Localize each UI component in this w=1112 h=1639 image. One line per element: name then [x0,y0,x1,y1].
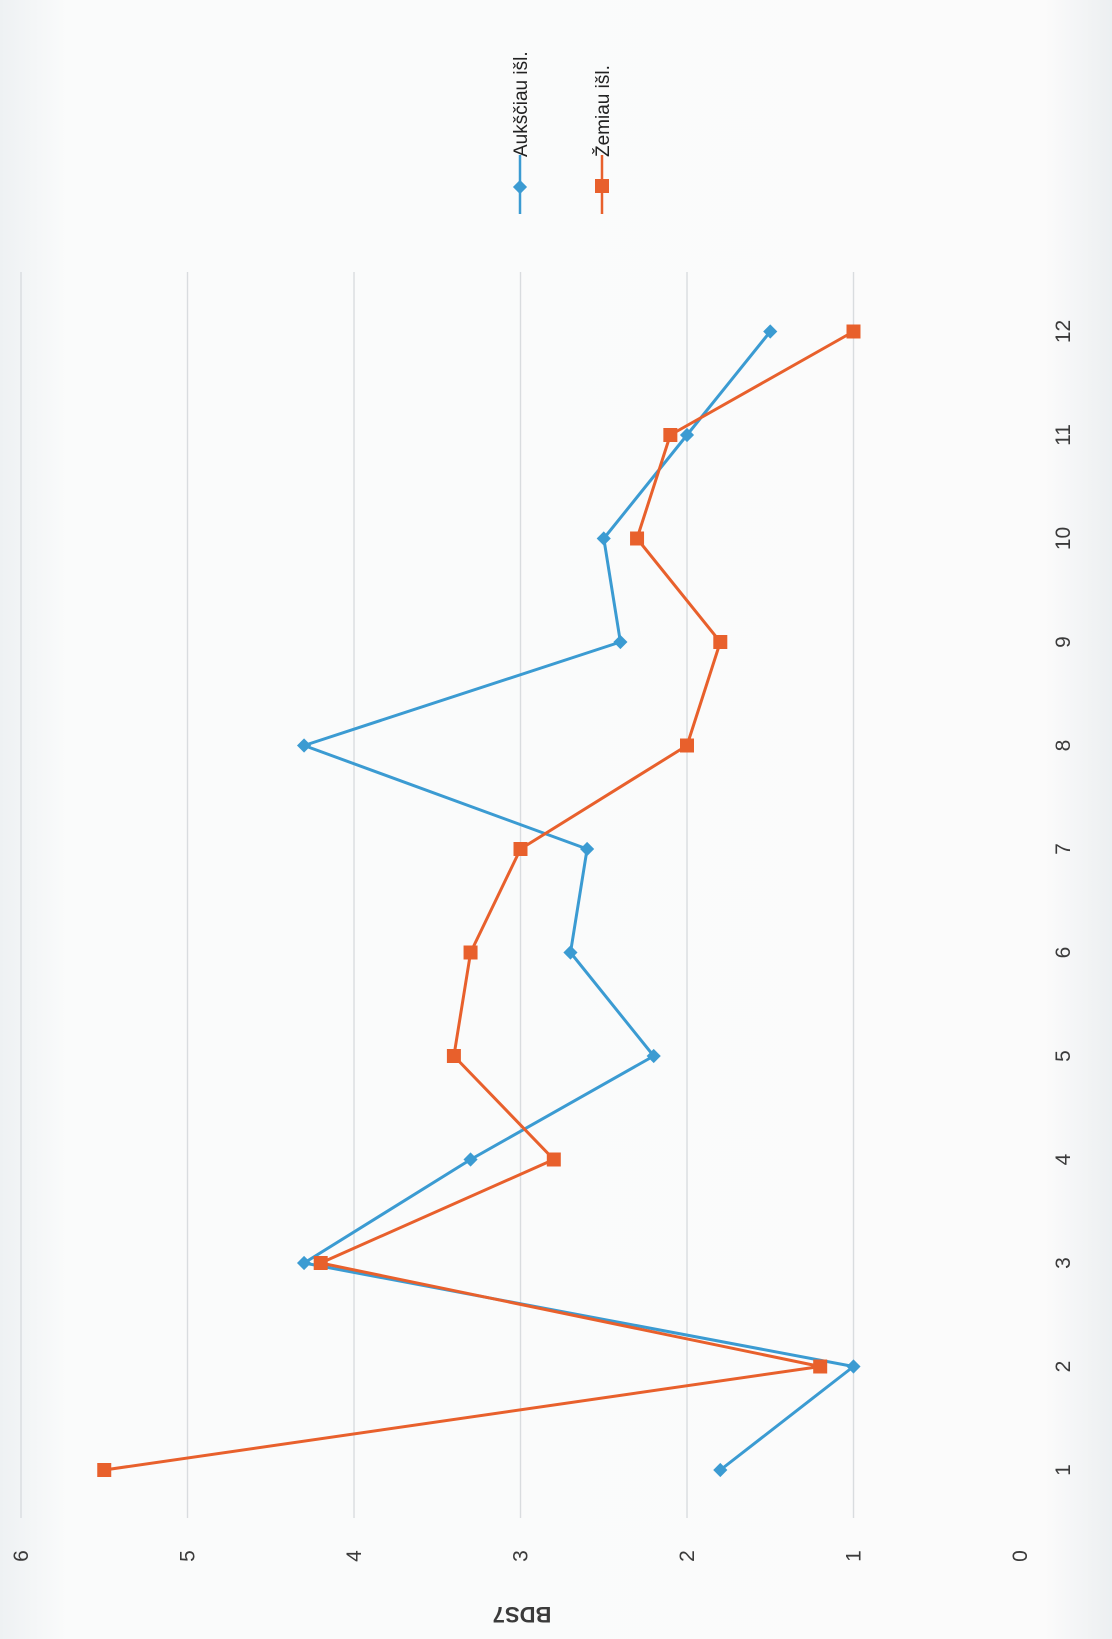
data-series [97,324,861,1478]
legend-item-series-1: Aukščiau išl. [511,51,532,214]
data-point-series-1-3 [296,1255,312,1271]
data-point-series-1-8 [296,738,312,753]
gridlines [20,272,855,1518]
data-point-series-2-8 [680,738,694,753]
data-point-series-2-4 [546,1152,561,1167]
data-point-series-1-10 [596,531,611,546]
y-tick-5: 5 [177,1550,200,1562]
data-point-series-1-7 [580,841,595,857]
data-point-series-1-6 [563,945,578,960]
y-tick-2: 2 [676,1550,699,1562]
x-tick-3: 3 [1052,1257,1075,1269]
y-axis-label: BDS7 [493,1602,552,1627]
x-tick-6: 6 [1052,947,1075,959]
series-line-1 [302,330,855,1472]
series-line-2 [104,330,855,1472]
legend: Aukščiau išl. Žemiau išl. [511,51,614,214]
data-point-series-2-10 [630,531,645,546]
y-axis-tick-labels: 0 1 2 3 4 5 6 [10,1550,1032,1562]
data-point-series-2-5 [446,1049,461,1063]
data-point-series-1-5 [646,1048,661,1064]
y-tick-6: 6 [10,1550,33,1562]
legend-item-series-2: Žemiau išl. [592,65,614,214]
legend-marker-diamond [512,179,528,195]
data-point-series-1-9 [613,634,628,650]
x-tick-5: 5 [1052,1050,1075,1062]
y-tick-0: 0 [1009,1550,1032,1562]
data-point-series-2-2 [813,1359,828,1374]
x-tick-11: 11 [1052,424,1075,446]
x-tick-1: 1 [1052,1464,1075,1476]
legend-label-series-1: Aukščiau išl. [511,51,532,157]
data-point-series-1-11 [679,427,695,443]
data-point-series-1-4 [463,1152,478,1167]
data-point-series-2-11 [663,428,678,442]
y-tick-4: 4 [343,1550,366,1562]
data-point-series-2-7 [513,842,528,856]
x-tick-9: 9 [1052,636,1075,648]
data-point-series-2-9 [713,635,728,649]
y-tick-3: 3 [510,1550,533,1562]
x-tick-7: 7 [1052,843,1075,855]
y-tick-1: 1 [843,1550,866,1562]
x-tick-2: 2 [1052,1361,1075,1373]
x-tick-10: 10 [1052,527,1075,550]
data-point-series-1-12 [763,324,778,339]
data-point-series-2-1 [97,1463,112,1477]
data-point-series-1-1 [713,1462,728,1478]
legend-label-series-2: Žemiau išl. [592,65,614,157]
data-point-series-1-2 [846,1359,861,1374]
data-point-series-2-12 [846,324,861,339]
x-tick-4: 4 [1052,1153,1075,1165]
legend-marker-square [595,179,609,193]
x-tick-8: 8 [1052,740,1075,752]
x-tick-12: 12 [1052,320,1075,343]
data-point-series-2-3 [313,1256,328,1270]
data-point-series-2-6 [463,945,478,960]
